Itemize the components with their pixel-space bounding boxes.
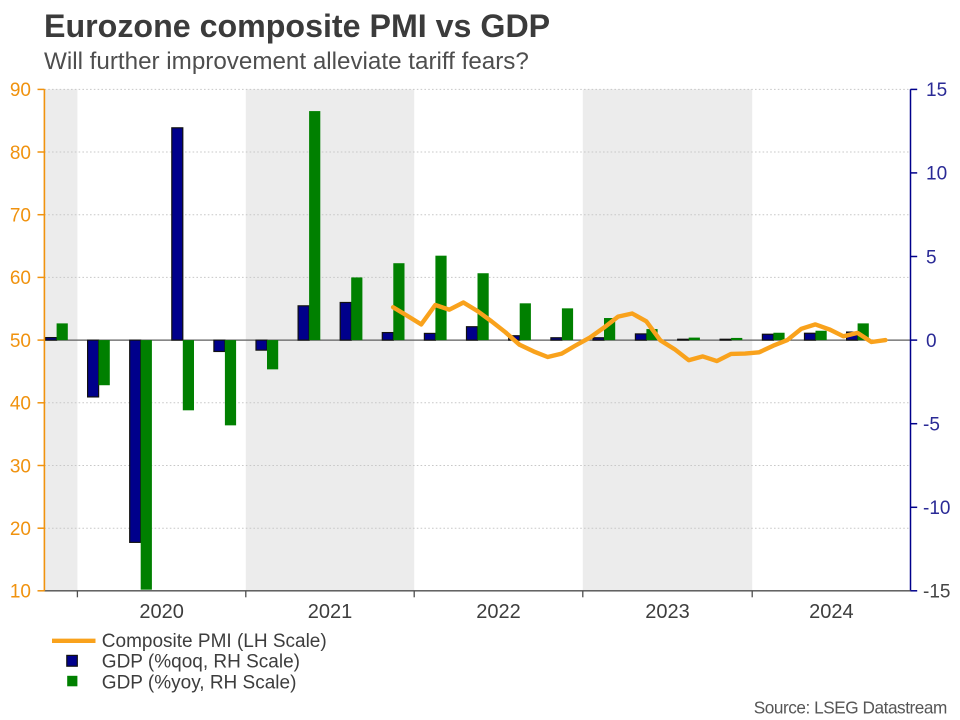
svg-text:2024: 2024 (809, 601, 854, 623)
svg-text:5: 5 (926, 247, 937, 268)
svg-text:2022: 2022 (476, 601, 521, 623)
svg-text:Source: LSEG Datastream: Source: LSEG Datastream (754, 698, 947, 718)
svg-text:-10: -10 (923, 498, 950, 519)
svg-text:90: 90 (10, 80, 31, 101)
svg-text:0: 0 (926, 331, 937, 352)
svg-text:2023: 2023 (645, 601, 690, 623)
svg-text:10: 10 (10, 582, 31, 603)
svg-text:2020: 2020 (139, 601, 184, 623)
svg-text:-5: -5 (923, 415, 940, 436)
svg-text:30: 30 (10, 456, 31, 477)
svg-text:Eurozone composite PMI vs GDP: Eurozone composite PMI vs GDP (44, 8, 550, 44)
svg-text:70: 70 (10, 206, 31, 227)
svg-text:Composite PMI (LH Scale): Composite PMI (LH Scale) (102, 631, 327, 652)
svg-text:20: 20 (10, 519, 31, 540)
svg-text:15: 15 (926, 80, 947, 101)
svg-text:10: 10 (926, 164, 947, 185)
svg-text:80: 80 (10, 143, 31, 164)
svg-text:50: 50 (10, 331, 31, 352)
svg-text:GDP (%yoy, RH Scale): GDP (%yoy, RH Scale) (102, 672, 297, 693)
svg-text:2021: 2021 (308, 601, 353, 623)
svg-text:60: 60 (10, 268, 31, 289)
svg-text:Will further improvement allev: Will further improvement alleviate tarif… (44, 48, 529, 75)
svg-text:GDP (%qoq, RH Scale): GDP (%qoq, RH Scale) (102, 652, 300, 673)
svg-text:40: 40 (10, 394, 31, 415)
svg-text:-15: -15 (923, 582, 950, 603)
